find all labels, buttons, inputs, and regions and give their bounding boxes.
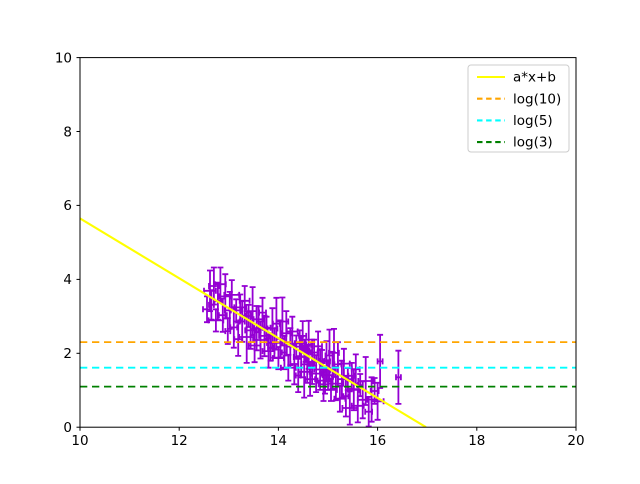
errorbar-point	[275, 296, 290, 347]
errorbar-point	[238, 300, 246, 343]
errorbar-point	[208, 266, 220, 306]
errorbar-point	[357, 356, 374, 406]
errorbar-point	[233, 293, 248, 322]
y-tick-label: 8	[63, 124, 72, 140]
legend: a*x+b log(10) log(5) log(3)	[467, 64, 570, 153]
errorbar-point	[258, 296, 267, 329]
x-tick-label: 14	[270, 433, 287, 449]
x-tick-label: 20	[567, 433, 584, 449]
legend-label: log(3)	[513, 135, 553, 151]
errorbar-point	[293, 329, 306, 358]
y-tick-label: 2	[63, 346, 72, 362]
axes-spines	[79, 57, 577, 428]
y-tick-label: 10	[55, 50, 72, 66]
y-tick-label: 0	[63, 420, 72, 436]
errorbar-point	[285, 315, 299, 348]
legend-label: log(10)	[513, 91, 561, 107]
errorbar-point	[324, 377, 338, 402]
errorbar-point	[252, 305, 265, 334]
legend-label: a*x+b	[513, 70, 556, 86]
x-tick-label: 18	[468, 433, 485, 449]
errorbar-point	[298, 320, 308, 352]
errorbar-point	[376, 333, 384, 389]
fit-line	[80, 217, 427, 428]
data-errorbars	[202, 266, 402, 428]
x-tick-label: 12	[171, 433, 188, 449]
legend-box	[467, 64, 570, 153]
errorbar-point	[327, 366, 345, 402]
errorbar-point	[218, 297, 228, 333]
errorbar-point	[350, 353, 361, 385]
errorbar-point	[305, 319, 312, 370]
legend-label: log(5)	[513, 113, 553, 129]
errorbar-point	[304, 361, 316, 397]
x-tick-label: 16	[369, 433, 386, 449]
errorbar-point	[238, 285, 251, 317]
errorbar-point	[328, 328, 340, 378]
x-tick-label: 10	[71, 433, 88, 449]
errorbar-point	[229, 306, 239, 349]
errorbar-point	[224, 317, 232, 345]
errorbar-point	[369, 377, 380, 405]
errorbar-point	[313, 330, 323, 362]
plot-area	[80, 217, 576, 428]
y-tick-label: 4	[63, 272, 72, 288]
y-tick-label: 6	[63, 198, 72, 214]
errorbar-point	[300, 345, 314, 384]
errorbar-point	[342, 374, 350, 418]
errorbar-point	[395, 349, 402, 405]
